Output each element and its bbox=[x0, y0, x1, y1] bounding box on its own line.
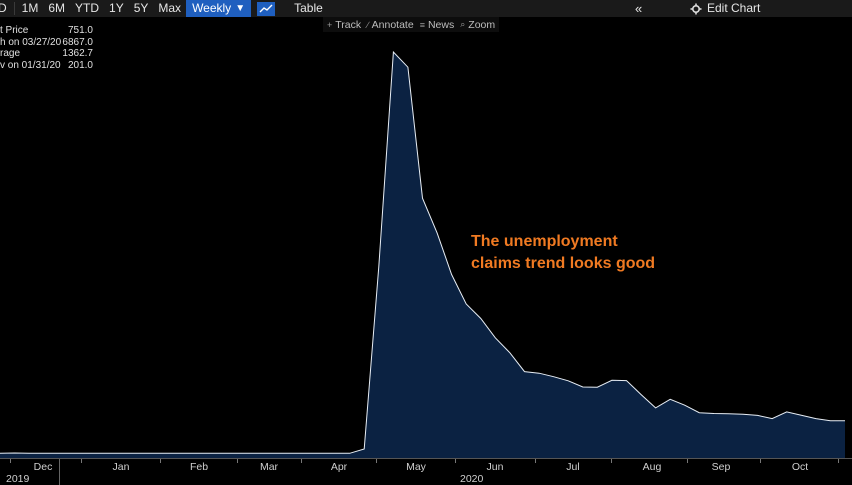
series-line bbox=[0, 50, 845, 454]
stat-label: t Price bbox=[0, 25, 29, 36]
range-button-6m[interactable]: 6M bbox=[48, 1, 66, 15]
stat-value: 6867.0 bbox=[62, 36, 93, 48]
toolbar-divider bbox=[13, 2, 15, 15]
x-tick-label: Jun bbox=[486, 461, 504, 473]
x-axis-tick bbox=[160, 459, 161, 463]
year-label: 2020 bbox=[460, 473, 484, 485]
x-axis-tick bbox=[237, 459, 238, 463]
range-button-ytd[interactable]: YTD bbox=[75, 1, 100, 15]
x-tick-label: Mar bbox=[259, 461, 279, 473]
stat-high: h on 03/27/20 6867.0 bbox=[0, 37, 93, 49]
year-divider bbox=[59, 459, 60, 485]
area-fill bbox=[0, 52, 845, 458]
x-axis-tick bbox=[838, 459, 839, 463]
frequency-dropdown[interactable]: Weekly ▼ bbox=[186, 0, 252, 17]
x-tick-label: Aug bbox=[642, 461, 662, 473]
stat-value: 751.0 bbox=[67, 25, 93, 36]
chart-annotation: The unemployment claims trend looks good bbox=[471, 231, 691, 275]
range-button-partial[interactable]: D bbox=[0, 1, 7, 15]
stat-last-price: t Price 751.0 bbox=[0, 25, 93, 37]
stats-panel: t Price 751.0 h on 03/27/20 6867.0 rage 136… bbox=[0, 25, 93, 71]
annotate-tool[interactable]: ∕ Annotate bbox=[367, 19, 414, 31]
stat-average: rage 1362.7 bbox=[0, 48, 93, 60]
x-tick-label: Jan bbox=[112, 461, 130, 473]
annotate-label: Annotate bbox=[371, 18, 414, 31]
range-button-1y[interactable]: 1Y bbox=[109, 1, 124, 15]
year-label: 2019 bbox=[6, 473, 30, 485]
x-axis-tick bbox=[301, 459, 302, 463]
caret-down-icon: ▼ bbox=[235, 3, 246, 14]
x-tick-label: Jul bbox=[566, 461, 580, 473]
collapse-icon[interactable]: « bbox=[635, 1, 643, 16]
news-icon: ≡ bbox=[419, 19, 425, 30]
x-axis-tick bbox=[376, 459, 377, 463]
stat-value: 201.0 bbox=[67, 59, 93, 71]
plus-icon: + bbox=[327, 19, 333, 30]
x-tick-label: Sep bbox=[711, 461, 731, 473]
x-axis-tick bbox=[611, 459, 612, 463]
annotation-line-1: The unemployment bbox=[471, 233, 618, 250]
zoom-icon: ⌕ bbox=[460, 19, 466, 29]
range-button-1m[interactable]: 1M bbox=[21, 1, 39, 15]
zoom-tool[interactable]: ⌕ Zoom bbox=[460, 19, 495, 31]
edit-chart-button[interactable]: Edit Chart bbox=[690, 0, 760, 17]
edit-chart-label: Edit Chart bbox=[707, 1, 761, 15]
x-axis-tick bbox=[535, 459, 536, 463]
line-chart-icon bbox=[259, 4, 273, 12]
frequency-label: Weekly bbox=[192, 1, 232, 15]
stat-label: v on 01/31/20 bbox=[0, 59, 61, 71]
range-button-5y[interactable]: 5Y bbox=[133, 1, 149, 15]
annotate-icon: ∕ bbox=[367, 19, 369, 30]
x-axis-tick bbox=[455, 459, 456, 463]
track-tool[interactable]: + Track bbox=[327, 19, 361, 31]
table-button[interactable]: Table bbox=[294, 1, 323, 15]
x-tick-label: Dec bbox=[33, 461, 53, 473]
stat-value: 1362.7 bbox=[62, 48, 93, 59]
stat-label: h on 03/27/20 bbox=[0, 36, 62, 48]
zoom-label: Zoom bbox=[468, 18, 496, 31]
track-label: Track bbox=[335, 18, 362, 31]
x-axis-tick bbox=[10, 459, 11, 463]
annotation-line-2: claims trend looks good bbox=[471, 255, 656, 272]
gear-icon bbox=[690, 3, 702, 14]
chart-tools: + Track ∕ Annotate ≡ News ⌕ Zoom bbox=[323, 17, 500, 32]
x-axis-tick bbox=[81, 459, 82, 463]
chart-toolbar: D 1M 6M YTD 1Y 5Y Max Weekly ▼ Table bbox=[0, 0, 852, 17]
x-tick-label: May bbox=[406, 461, 426, 473]
x-axis-line bbox=[0, 458, 852, 459]
x-tick-label: Feb bbox=[189, 461, 209, 473]
stat-label: rage bbox=[0, 48, 21, 59]
x-axis-tick bbox=[760, 459, 761, 463]
x-axis-tick bbox=[687, 459, 688, 463]
stat-low: v on 01/31/20 201.0 bbox=[0, 60, 93, 72]
x-tick-label: Oct bbox=[791, 461, 809, 473]
news-label: News bbox=[427, 18, 455, 31]
news-tool[interactable]: ≡ News bbox=[420, 19, 455, 31]
x-tick-label: Apr bbox=[330, 461, 348, 473]
range-button-max[interactable]: Max bbox=[158, 1, 182, 15]
chart-type-button[interactable] bbox=[257, 1, 276, 16]
